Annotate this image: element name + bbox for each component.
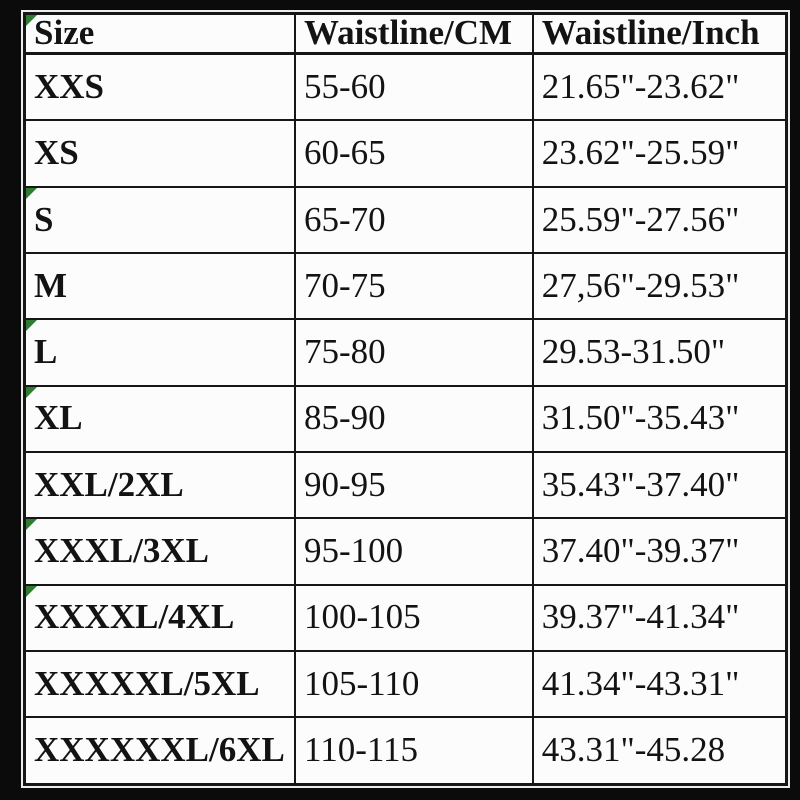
size-cell: XXS	[23, 52, 296, 122]
size-label: XXXXXXL/6XL	[34, 730, 285, 770]
size-cell: XXXXXL/5XL	[23, 649, 296, 719]
table-row-xxxxxl-5xl: XXXXXL/5XL 105-110 41.34"-43.31"	[23, 649, 788, 719]
table-row-xxs: XXS 55-60 21.65"-23.62"	[23, 52, 788, 122]
column-header-size: Size	[23, 12, 296, 55]
inch-cell: 39.37"-41.34"	[531, 583, 788, 652]
inch-cell: 35.43"-37.40"	[531, 450, 788, 520]
table-row-s: S 65-70 25.59"-27.56"	[23, 185, 788, 255]
table-row-xs: XS 60-65 23.62"-25.59"	[23, 119, 788, 188]
inch-cell: 27,56"-29.53"	[531, 252, 788, 321]
size-label: XXXXL/4XL	[34, 597, 235, 637]
size-label: M	[34, 265, 68, 305]
size-cell: M	[23, 252, 296, 321]
size-label: XXXL/3XL	[34, 531, 210, 571]
inch-cell: 43.31"-45.28	[531, 716, 788, 786]
cm-cell: 55-60	[294, 52, 534, 122]
size-chart-frame: Size Waistline/CM Waistline/Inch XXS 55-…	[21, 10, 790, 788]
column-header-label: Waistline/CM	[304, 13, 513, 52]
cm-cell: 75-80	[294, 318, 534, 387]
column-header-waistline-cm: Waistline/CM	[294, 12, 534, 55]
size-cell: XXL/2XL	[23, 450, 296, 520]
cm-cell: 60-65	[294, 119, 534, 188]
table-row-l: L 75-80 29.53-31.50"	[23, 318, 788, 387]
inch-cell: 29.53-31.50"	[531, 318, 788, 387]
column-header-label: Size	[34, 13, 95, 52]
table-row-xl: XL 85-90 31.50"-35.43"	[23, 384, 788, 453]
cell-flag-triangle-icon	[26, 15, 37, 26]
size-label: L	[34, 332, 58, 372]
column-header-waistline-inch: Waistline/Inch	[531, 12, 788, 55]
inch-cell: 21.65"-23.62"	[531, 52, 788, 122]
inch-cell: 37.40"-39.37"	[531, 517, 788, 586]
size-cell: XL	[23, 384, 296, 453]
table-row-xxxl-3xl: XXXL/3XL 95-100 37.40"-39.37"	[23, 517, 788, 586]
size-label: XXS	[34, 66, 105, 106]
cell-flag-triangle-icon	[26, 520, 37, 531]
size-cell: XXXL/3XL	[23, 517, 296, 586]
size-label: XXXXXL/5XL	[34, 663, 260, 703]
cm-cell: 100-105	[294, 583, 534, 652]
cm-cell: 85-90	[294, 384, 534, 453]
size-label: XL	[34, 398, 83, 438]
table-row-xxxxxxl-6xl: XXXXXXL/6XL 110-115 43.31"-45.28	[23, 716, 788, 786]
inch-cell: 41.34"-43.31"	[531, 649, 788, 719]
size-cell: XS	[23, 119, 296, 188]
cm-cell: 105-110	[294, 649, 534, 719]
table-row-xxl-2xl: XXL/2XL 90-95 35.43"-37.40"	[23, 450, 788, 520]
size-cell: L	[23, 318, 296, 387]
cell-flag-triangle-icon	[26, 387, 37, 398]
table-row-xxxxl-4xl: XXXXL/4XL 100-105 39.37"-41.34"	[23, 583, 788, 652]
size-label: S	[34, 199, 54, 239]
size-cell: XXXXL/4XL	[23, 583, 296, 652]
cm-cell: 90-95	[294, 450, 534, 520]
header-row: Size Waistline/CM Waistline/Inch	[23, 12, 788, 55]
cm-cell: 110-115	[294, 716, 534, 786]
cm-cell: 70-75	[294, 252, 534, 321]
cell-flag-triangle-icon	[26, 321, 37, 332]
size-cell: S	[23, 185, 296, 255]
cell-flag-triangle-icon	[26, 586, 37, 597]
cell-flag-triangle-icon	[26, 188, 37, 199]
size-label: XXL/2XL	[34, 464, 184, 504]
cm-cell: 65-70	[294, 185, 534, 255]
table-row-m: M 70-75 27,56"-29.53"	[23, 252, 788, 321]
inch-cell: 25.59"-27.56"	[531, 185, 788, 255]
size-chart-table: Size Waistline/CM Waistline/Inch XXS 55-…	[23, 12, 788, 786]
size-label: XS	[34, 133, 79, 173]
inch-cell: 31.50"-35.43"	[531, 384, 788, 453]
size-cell: XXXXXXL/6XL	[23, 716, 296, 786]
inch-cell: 23.62"-25.59"	[531, 119, 788, 188]
column-header-label: Waistline/Inch	[541, 13, 760, 52]
cm-cell: 95-100	[294, 517, 534, 586]
